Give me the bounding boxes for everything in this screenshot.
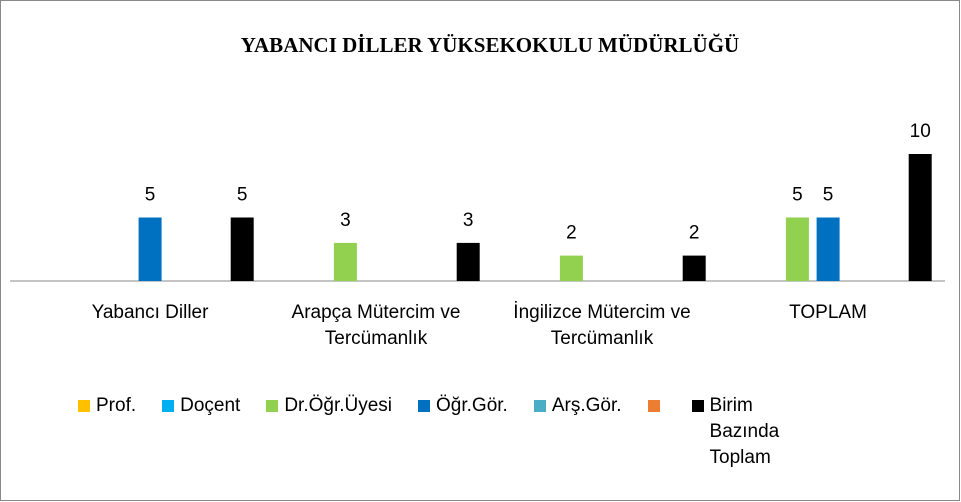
legend-label: Dr.Öğr.Üyesi [284, 395, 393, 416]
legend-label: Doçent [180, 395, 241, 416]
bar [785, 217, 809, 281]
data-label: 3 [340, 210, 351, 231]
data-label: 10 [910, 121, 931, 142]
x-tick-label: Yabancı Diller [91, 302, 209, 323]
x-tick-label: TOPLAM [789, 302, 867, 323]
bar [559, 255, 583, 281]
data-label: 2 [566, 223, 577, 244]
legend-swatch [162, 400, 175, 412]
legend-item: Birim Bazında Toplam [691, 393, 790, 471]
bar [908, 154, 932, 281]
legend-item: Öğr.Gör. [418, 393, 508, 419]
data-label: 2 [689, 223, 700, 244]
legend-item: Doçent [162, 393, 240, 419]
bar [682, 255, 706, 281]
legend: Prof. Doçent Dr.Öğr.Üyesi Öğr.Gör. Arş.Gör. B… [78, 393, 790, 471]
legend-swatch [78, 400, 90, 412]
bar [138, 217, 162, 281]
bar [456, 242, 480, 281]
bar [230, 217, 254, 281]
legend-label: Birim Bazında Toplam [709, 395, 780, 468]
x-tick-label: Arapça Mütercim ve Tercümanlık [291, 302, 461, 349]
bar [816, 217, 840, 281]
legend-swatch [266, 400, 279, 412]
legend-label: Öğr.Gör. [436, 395, 508, 416]
data-label: 5 [823, 185, 834, 206]
x-tick-label: İngilizce Mütercim ve Tercümanlık [513, 302, 691, 349]
data-label: 5 [145, 185, 156, 206]
legend-label: Arş.Gör. [551, 395, 622, 416]
legend-item [647, 393, 666, 412]
legend-item: Arş.Gör. [533, 393, 622, 419]
legend-swatch [533, 400, 546, 412]
data-label: 5 [792, 185, 803, 206]
legend-item: Dr.Öğr.Üyesi [266, 393, 392, 419]
data-label: 3 [463, 210, 474, 231]
bar [333, 242, 357, 281]
legend-swatch [691, 400, 704, 412]
legend-label: Prof. [96, 395, 137, 416]
chart-title: YABANCI DİLLER YÜKSEKOKULU MÜDÜRLÜĞÜ [241, 33, 739, 57]
legend-swatch [647, 400, 660, 412]
legend-item: Prof. [78, 393, 136, 419]
data-label: 5 [237, 185, 248, 206]
legend-swatch [418, 400, 431, 412]
